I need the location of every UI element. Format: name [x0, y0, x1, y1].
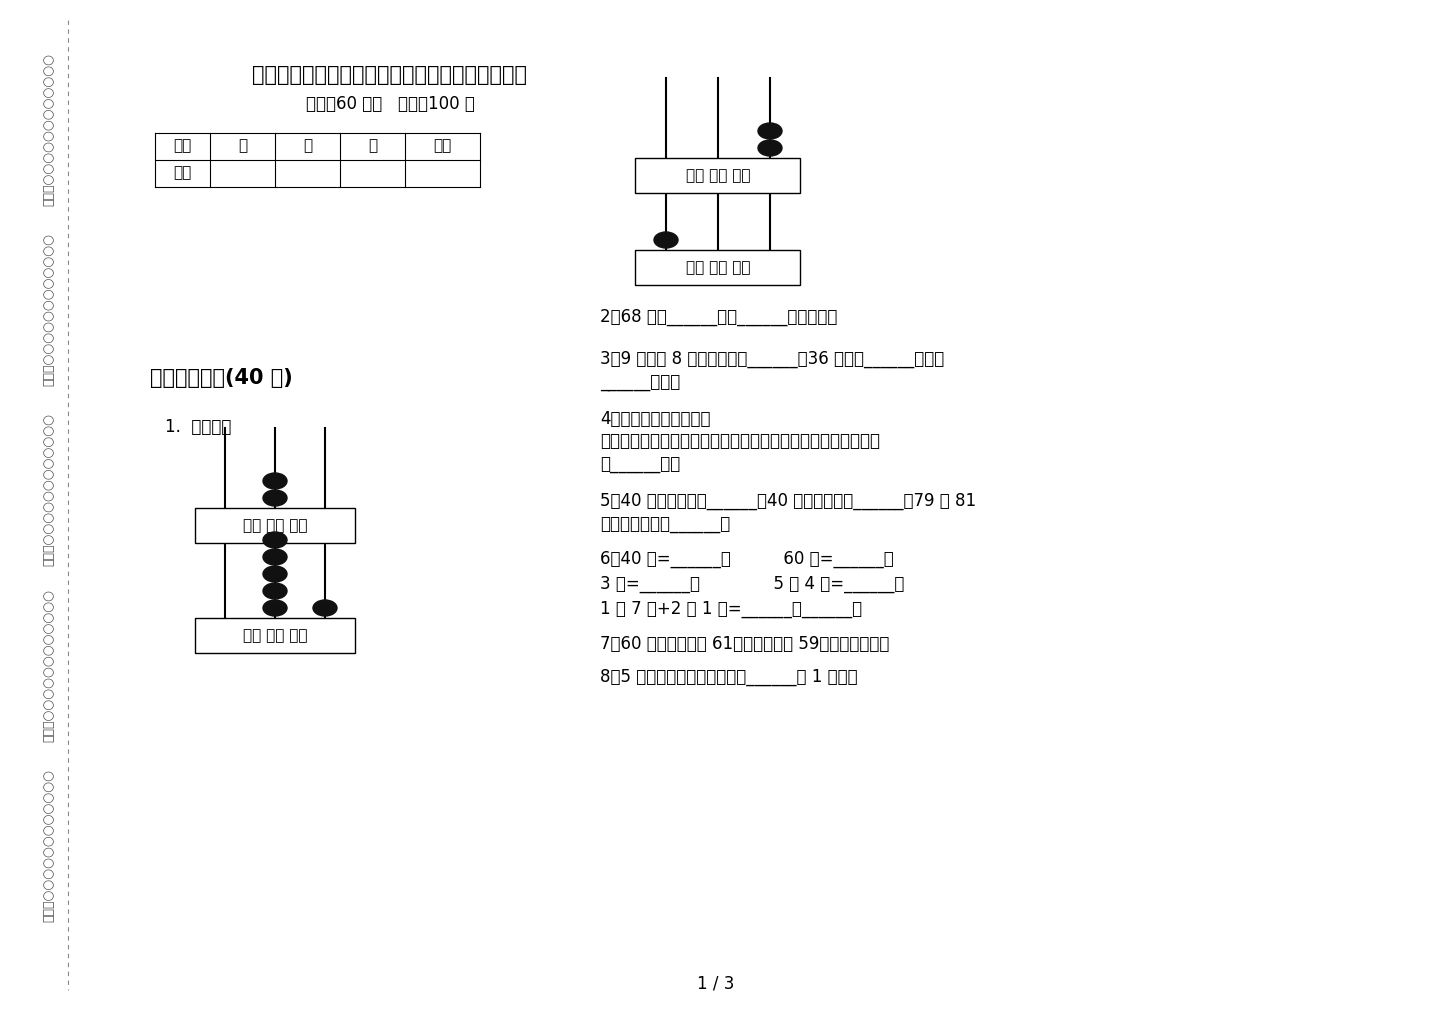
Bar [635, 250, 801, 285]
Text: 1.  看图写数: 1. 看图写数 [165, 418, 231, 436]
Ellipse shape [758, 140, 782, 156]
Ellipse shape [264, 600, 287, 616]
Ellipse shape [264, 473, 287, 489]
Text: 一: 一 [238, 139, 246, 154]
Text: 班级：○○○○○○○○○○○○: 班级：○○○○○○○○○○○○ [42, 588, 54, 741]
Text: 4．猜猜我是什么图形。: 4．猜猜我是什么图形。 [600, 410, 711, 428]
Text: 考号：○○○○○○○○○○○○: 考号：○○○○○○○○○○○○ [42, 54, 54, 206]
Text: 姓名：○○○○○○○○○○○○: 姓名：○○○○○○○○○○○○ [42, 413, 54, 566]
Text: 时间：60 分钟   满分：100 分: 时间：60 分钟 满分：100 分 [305, 95, 474, 113]
Ellipse shape [264, 490, 287, 506]
Text: 8．5 元一张的人民币，可以换______张 1 元的。: 8．5 元一张的人民币，可以换______张 1 元的。 [600, 668, 857, 686]
Bar [195, 508, 355, 543]
Text: 百位 十位 个位: 百位 十位 个位 [242, 628, 307, 643]
Ellipse shape [758, 123, 782, 139]
Text: 6．40 角=______元          60 分=______角: 6．40 角=______元 60 分=______角 [600, 550, 894, 568]
Text: 我有四条边围成的，我的四条边一样长，我的四个角是直角。我: 我有四条边围成的，我的四条边一样长，我的四个角是直角。我 [600, 432, 880, 450]
Text: 总分: 总分 [433, 139, 451, 154]
Ellipse shape [264, 583, 287, 599]
Text: 百位 十位 个位: 百位 十位 个位 [686, 260, 751, 275]
Text: 百位 十位 个位: 百位 十位 个位 [242, 518, 307, 533]
Text: ______个十。: ______个十。 [600, 374, 681, 392]
Text: 2．68 是由______个十______个一组成。: 2．68 是由______个十______个一组成。 [600, 308, 837, 326]
Text: 二: 二 [302, 139, 312, 154]
Text: 中间的一个数是______。: 中间的一个数是______。 [600, 516, 731, 534]
Text: 学校：○○○○○○○○○○○○: 学校：○○○○○○○○○○○○ [42, 768, 54, 921]
Text: 5．40 前面一个数是______，40 后面一个数是______。79 和 81: 5．40 前面一个数是______，40 后面一个数是______。79 和 8… [600, 492, 976, 510]
Ellipse shape [653, 232, 678, 248]
Ellipse shape [264, 549, 287, 565]
Text: 百位 十位 个位: 百位 十位 个位 [686, 168, 751, 183]
Ellipse shape [264, 532, 287, 548]
Text: 题号: 题号 [173, 139, 192, 154]
Text: 7．60 的前一个数是 61，后一个数是 59。（判断对错）: 7．60 的前一个数是 61，后一个数是 59。（判断对错） [600, 635, 890, 653]
Bar [635, 158, 801, 193]
Text: 三: 三 [368, 139, 377, 154]
Text: 1 元 7 角+2 元 1 角=______元______角: 1 元 7 角+2 元 1 角=______元______角 [600, 600, 863, 618]
Ellipse shape [264, 566, 287, 582]
Bar [195, 618, 355, 653]
Text: 部编人教版一年级下学期练习题突破数学期末试卷: 部编人教版一年级下学期练习题突破数学期末试卷 [252, 65, 527, 85]
Text: 一、基础练习(40 分): 一、基础练习(40 分) [150, 368, 292, 388]
Text: 得分: 得分 [173, 166, 192, 181]
Ellipse shape [312, 600, 337, 616]
Text: 3．9 个一和 8 个十合起来是______，36 里面有______个一和: 3．9 个一和 8 个十合起来是______，36 里面有______个一和 [600, 350, 944, 368]
Text: 考场：○○○○○○○○○○○○: 考场：○○○○○○○○○○○○ [42, 234, 54, 386]
Text: 3 元=______角              5 元 4 角=______角: 3 元=______角 5 元 4 角=______角 [600, 575, 904, 593]
Text: 1 / 3: 1 / 3 [698, 975, 735, 993]
Text: 是______形。: 是______形。 [600, 456, 681, 474]
